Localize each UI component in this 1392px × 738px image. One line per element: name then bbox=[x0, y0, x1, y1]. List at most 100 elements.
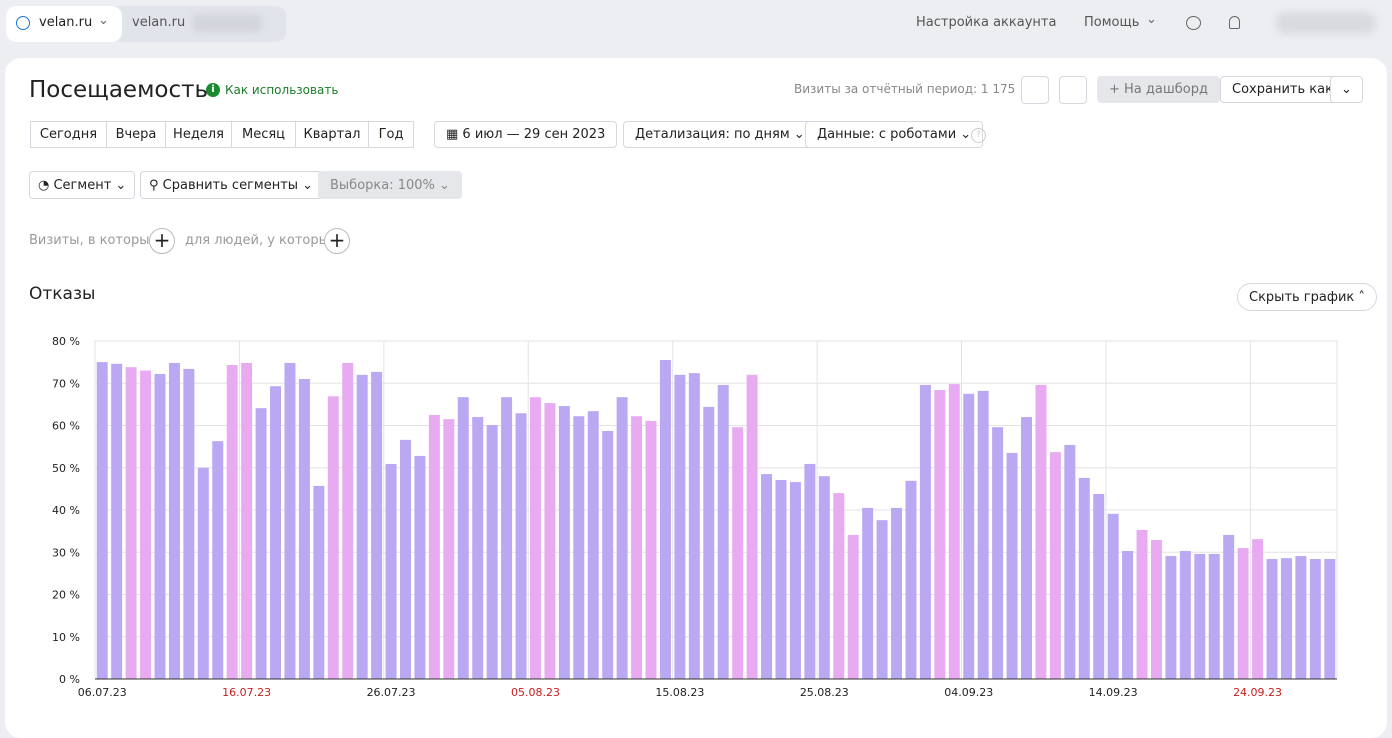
bar bbox=[400, 439, 411, 679]
x-tick-label: 25.08.23 bbox=[800, 686, 849, 699]
period-button[interactable]: Неделя bbox=[165, 121, 232, 148]
help[interactable]: Помощь bbox=[1084, 15, 1140, 30]
bar bbox=[631, 416, 643, 679]
bar bbox=[977, 390, 989, 679]
bar bbox=[443, 419, 455, 679]
period-button[interactable]: Месяц bbox=[231, 121, 296, 148]
y-tick-label: 50 % bbox=[52, 462, 80, 475]
counter-icon bbox=[16, 16, 30, 30]
chevron: ⌄ bbox=[98, 13, 109, 28]
x-tick-label: 26.07.23 bbox=[367, 686, 416, 699]
bar bbox=[1194, 553, 1206, 679]
bar bbox=[761, 474, 773, 679]
save-as-button[interactable]: Сохранить как bbox=[1220, 76, 1345, 103]
y-tick-label: 80 % bbox=[52, 335, 80, 348]
bar bbox=[168, 362, 180, 679]
hide-chart-label: Скрыть график bbox=[1249, 290, 1355, 305]
chart: 0 % 10 % 20 % 30 % 40 % 50 % 60 % 70 % 80 % 06.07… bbox=[52, 335, 1338, 699]
bar bbox=[327, 396, 339, 679]
bar bbox=[1021, 417, 1032, 679]
page: velan.ru ⌄ velan.ru Настройка аккаунта П… bbox=[5, 6, 1387, 738]
sample-button[interactable]: Выборка: 100% ⌄ bbox=[318, 171, 462, 199]
share-button[interactable] bbox=[1059, 76, 1087, 104]
bar bbox=[862, 507, 874, 679]
segment-button[interactable]: ◔ Сегмент ⌄ bbox=[29, 171, 136, 199]
report-title: Посещаемость bbox=[29, 77, 209, 103]
bar bbox=[1252, 539, 1264, 679]
bar bbox=[1223, 534, 1235, 679]
bar bbox=[544, 403, 556, 679]
bar bbox=[414, 455, 426, 679]
bar bbox=[226, 365, 238, 679]
bar bbox=[371, 371, 383, 679]
bar bbox=[602, 430, 614, 679]
bar bbox=[703, 406, 715, 679]
bar bbox=[1049, 452, 1061, 679]
save-menu[interactable]: ⌄ bbox=[1330, 76, 1363, 103]
bar bbox=[1150, 539, 1162, 679]
bar bbox=[428, 414, 440, 679]
compare-label: Сравнить сегменты bbox=[162, 178, 299, 193]
bar bbox=[183, 368, 195, 679]
bar bbox=[342, 362, 354, 679]
compare-button[interactable]: ⚲ Сравнить сегменты ⌄ bbox=[140, 171, 323, 199]
bar bbox=[1237, 548, 1249, 679]
bar bbox=[154, 373, 166, 679]
bar bbox=[298, 379, 310, 679]
counter-tab[interactable]: velan.ru bbox=[39, 15, 93, 30]
x-tick-label: 05.08.23 bbox=[511, 686, 560, 699]
bar bbox=[1165, 556, 1177, 679]
dashboard-label: На дашборд bbox=[1124, 82, 1208, 97]
bar bbox=[486, 425, 498, 679]
x-tick-label: 15.08.23 bbox=[655, 686, 704, 699]
bar bbox=[1107, 513, 1119, 679]
bar bbox=[558, 406, 570, 679]
period-button[interactable]: Вчера bbox=[106, 121, 166, 148]
detail-select[interactable]: Детализация: по дням ⌄ bbox=[623, 121, 817, 148]
bar bbox=[529, 397, 541, 679]
bar bbox=[934, 390, 946, 679]
y-tick-label: 60 % bbox=[52, 420, 80, 433]
account-settings[interactable]: Настройка аккаунта bbox=[916, 15, 1057, 30]
bar bbox=[587, 411, 599, 679]
how-to-use[interactable]: Как использовать bbox=[225, 83, 339, 97]
x-tick-label: 06.07.23 bbox=[78, 686, 127, 699]
hide-chart-button[interactable]: Скрыть график ˄ bbox=[1237, 283, 1377, 311]
chat-icon[interactable] bbox=[1186, 16, 1201, 30]
second-tab[interactable]: velan.ru bbox=[132, 15, 186, 30]
bar bbox=[891, 507, 903, 679]
data-select[interactable]: Данные: с роботами ⌄ bbox=[805, 121, 984, 148]
date-range: 6 июл — 29 сен 2023 bbox=[462, 127, 606, 142]
bar bbox=[1006, 452, 1018, 679]
export-button[interactable] bbox=[1021, 76, 1049, 104]
bar bbox=[255, 408, 267, 679]
dashboard-button[interactable]: + На дашборд bbox=[1097, 76, 1220, 103]
x-tick-label: 04.09.23 bbox=[944, 686, 993, 699]
bell-icon[interactable] bbox=[1229, 16, 1240, 29]
period-button[interactable]: Сегодня bbox=[30, 121, 107, 148]
y-tick-label: 0 % bbox=[59, 673, 80, 686]
bar bbox=[125, 367, 137, 679]
add-people-filter[interactable]: + bbox=[324, 228, 350, 254]
period-button[interactable]: Год bbox=[368, 121, 414, 148]
bar bbox=[1122, 550, 1134, 679]
people-where: для людей, у которых bbox=[185, 233, 337, 248]
sample-label: Выборка: 100% bbox=[330, 178, 435, 193]
period-button[interactable]: Квартал bbox=[295, 121, 369, 148]
avatar[interactable] bbox=[1276, 12, 1376, 34]
bar bbox=[1136, 529, 1148, 679]
bar bbox=[197, 467, 209, 679]
bar bbox=[140, 370, 152, 679]
bar bbox=[674, 374, 686, 679]
date-picker[interactable]: ▦ 6 июл — 29 сен 2023 bbox=[434, 121, 618, 148]
y-tick-label: 30 % bbox=[52, 546, 80, 559]
bar bbox=[948, 384, 960, 679]
bar bbox=[1280, 558, 1292, 679]
x-tick-label: 16.07.23 bbox=[222, 686, 271, 699]
bar bbox=[1179, 550, 1191, 679]
add-visit-filter[interactable]: + bbox=[149, 228, 175, 254]
bar bbox=[356, 374, 368, 679]
bar bbox=[472, 417, 484, 679]
help-icon[interactable]: ? bbox=[971, 128, 986, 143]
visits-total: Визиты за отчётный период: 1 175 bbox=[794, 82, 1016, 96]
